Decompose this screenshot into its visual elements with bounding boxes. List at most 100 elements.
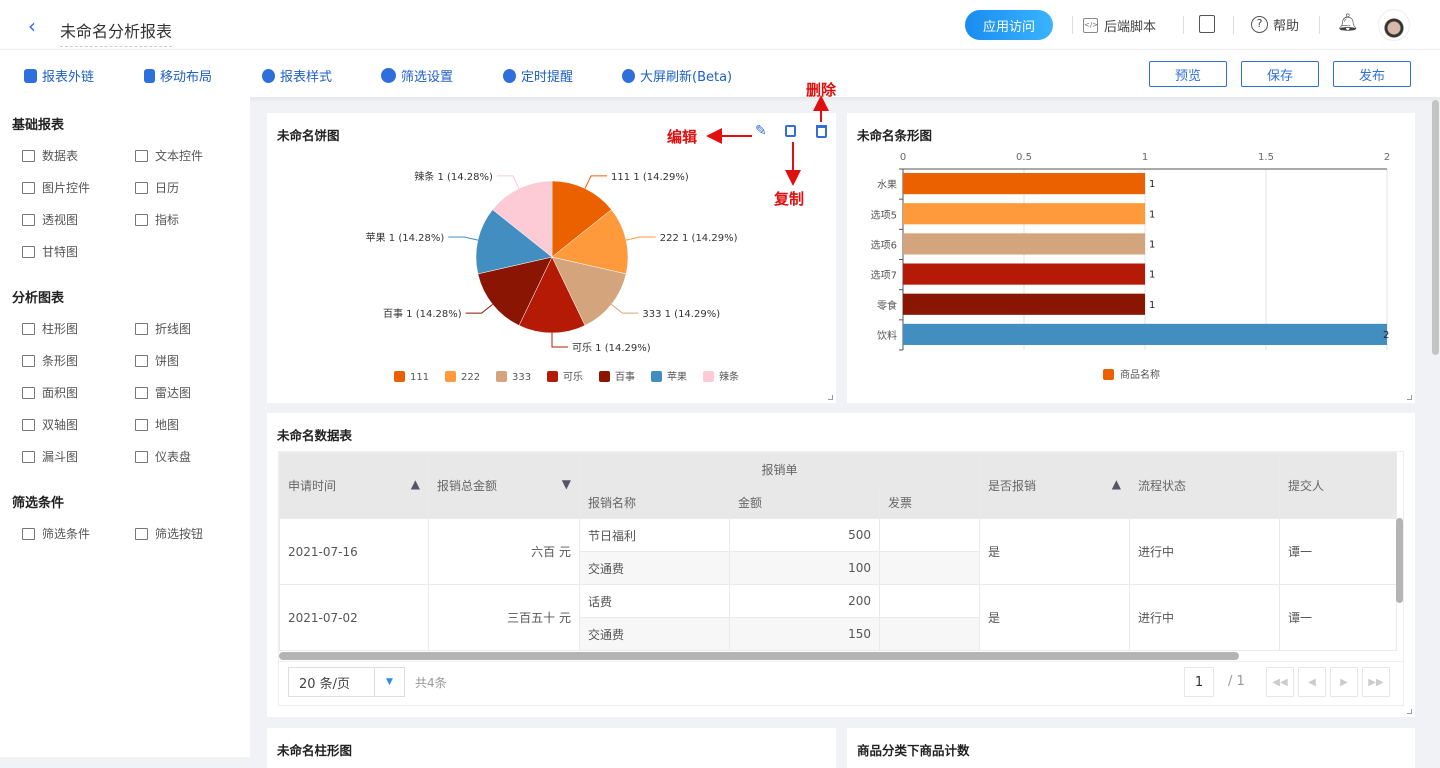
sidebar-item-gantt[interactable]: 甘特图 xyxy=(22,243,78,260)
chevron-down-icon[interactable]: ▼ xyxy=(374,668,404,696)
column-header-reimbursed[interactable]: 是否报销 ▲ xyxy=(979,452,1130,519)
sidebar-item-filter-condition[interactable]: 筛选条件 xyxy=(22,525,90,542)
sidebar-item-radar-chart[interactable]: 雷达图 xyxy=(135,384,191,401)
legend-swatch[interactable] xyxy=(599,371,610,382)
sidebar-item-map[interactable]: 地图 xyxy=(135,416,179,433)
pie-chart-card[interactable]: 未命名饼图 ✎ 111 1 (14.29%) 222 1 (14.29%) 333 … xyxy=(267,113,836,403)
sidebar-item-column-chart[interactable]: 柱形图 xyxy=(22,320,78,337)
save-button[interactable]: 保存 xyxy=(1241,61,1319,87)
screen-refresh-button[interactable]: 大屏刷新(Beta) xyxy=(622,66,732,85)
bar[interactable] xyxy=(903,293,1145,315)
legend-label[interactable]: 333 xyxy=(512,372,531,383)
sidebar-item-bar-chart[interactable]: 条形图 xyxy=(22,352,78,369)
bar[interactable] xyxy=(903,203,1145,225)
column-header-total[interactable]: 报销总金额 ▼ xyxy=(428,452,580,519)
legend-label[interactable]: 百事 xyxy=(615,370,635,383)
backend-script-button[interactable]: </> 后端脚本 xyxy=(1083,16,1156,35)
horizontal-scrollbar[interactable] xyxy=(279,652,1239,660)
avatar[interactable] xyxy=(1378,9,1410,41)
pie-slice[interactable] xyxy=(492,180,553,258)
column-header-submitter[interactable]: 提交人 xyxy=(1279,452,1397,519)
legend-swatch[interactable] xyxy=(1103,369,1114,380)
table-row[interactable]: 2021-07-16 六百 元节日福利 500 是进行中 谭一 xyxy=(279,518,1397,585)
sidebar-item-table[interactable]: 数据表 xyxy=(22,147,78,164)
sidebar-item-line-chart[interactable]: 折线图 xyxy=(135,320,191,337)
column-header-invoice[interactable]: 发票 xyxy=(879,485,980,519)
column-chart-card[interactable]: 未命名柱形图 xyxy=(267,728,836,768)
legend-swatch[interactable] xyxy=(394,371,405,382)
bar[interactable] xyxy=(903,263,1145,285)
category-count-card[interactable]: 商品分类下商品计数 xyxy=(847,728,1415,768)
bar[interactable] xyxy=(903,323,1387,345)
report-title[interactable]: 未命名分析报表 xyxy=(60,18,173,47)
divider xyxy=(1319,16,1320,34)
bell-icon[interactable]: 🔔︎ xyxy=(1337,13,1359,33)
legend-swatch[interactable] xyxy=(651,371,662,382)
table-row[interactable]: 交通费 100 xyxy=(280,551,1397,585)
legend-swatch[interactable] xyxy=(703,371,714,382)
sort-asc-icon[interactable]: ▲ xyxy=(410,477,420,491)
sort-desc-icon[interactable]: ▼ xyxy=(561,477,571,491)
pie-data-label: 111 1 (14.29%) xyxy=(611,172,689,183)
resize-handle[interactable] xyxy=(1407,709,1412,714)
column-header-date[interactable]: 申请时间 ▲ xyxy=(279,452,429,519)
trash-icon[interactable] xyxy=(816,125,827,138)
legend-label[interactable]: 222 xyxy=(461,372,480,383)
legend-swatch[interactable] xyxy=(547,371,558,382)
data-table-card[interactable]: 未命名数据表 申请时间 ▲ 报销总金额 ▼ 报销单 是否报销 ▲ 流程状态 提交人 报… xyxy=(267,413,1415,717)
bar-chart-card[interactable]: 未命名条形图 0 0.5 1 1.5 2 水果 1 选项5 1 选项6 1 选项7 1 零食 1 饮料 2 商品名… xyxy=(847,113,1415,403)
sidebar-item-pie-chart[interactable]: 饼图 xyxy=(135,352,179,369)
page-size-select[interactable]: 20 条/页 ▼ xyxy=(288,667,405,697)
column-header-status[interactable]: 流程状态 xyxy=(1129,452,1280,519)
sidebar-item-dual-axis[interactable]: 双轴图 xyxy=(22,416,78,433)
table-row[interactable]: 2021-07-02 三百五十 元话费 200 是进行中 谭一 xyxy=(279,584,1397,651)
last-page-button[interactable]: ▶▶ xyxy=(1362,667,1390,697)
next-page-button[interactable]: ▶ xyxy=(1330,667,1358,697)
bar[interactable] xyxy=(903,233,1145,255)
app-access-button[interactable]: 应用访问 xyxy=(965,10,1053,40)
resize-handle[interactable] xyxy=(1407,395,1412,400)
page-total: / 1 xyxy=(1228,674,1245,689)
legend-label[interactable]: 辣条 xyxy=(719,370,739,383)
sidebar-section-title: 筛选条件 xyxy=(12,496,65,511)
preview-button[interactable]: 预览 xyxy=(1149,61,1227,87)
legend-swatch[interactable] xyxy=(496,371,507,382)
legend-label[interactable]: 可乐 xyxy=(563,371,583,383)
edit-icon[interactable]: ✎ xyxy=(755,123,767,139)
sidebar-item-pivot[interactable]: 透视图 xyxy=(22,211,78,228)
legend-swatch[interactable] xyxy=(445,371,456,382)
table-row[interactable]: 交通费 150 xyxy=(280,617,1397,651)
mobile-layout-button[interactable]: 移动布局 xyxy=(144,66,212,85)
sidebar-item-gauge[interactable]: 仪表盘 xyxy=(135,448,191,465)
contacts-icon[interactable] xyxy=(1199,15,1215,33)
report-link-button[interactable]: 报表外链 xyxy=(24,66,94,85)
column-header-amount[interactable]: 金额 xyxy=(729,485,880,519)
pie-slice[interactable] xyxy=(551,180,612,258)
report-style-button[interactable]: 报表样式 xyxy=(262,66,332,85)
column-header-item-name[interactable]: 报销名称 xyxy=(579,485,730,519)
sidebar-item-funnel[interactable]: 漏斗图 xyxy=(22,448,78,465)
bar[interactable] xyxy=(903,173,1145,195)
sidebar-item-area-chart[interactable]: 面积图 xyxy=(22,384,78,401)
help-button[interactable]: ? 帮助 xyxy=(1251,15,1299,34)
sidebar-item-filter-button[interactable]: 筛选按钮 xyxy=(135,525,203,542)
publish-button[interactable]: 发布 xyxy=(1333,61,1411,87)
sidebar-item-image[interactable]: 图片控件 xyxy=(22,179,90,196)
legend-label[interactable]: 商品名称 xyxy=(1120,368,1160,381)
sidebar-item-text[interactable]: 文本控件 xyxy=(135,147,203,164)
sort-asc-icon[interactable]: ▲ xyxy=(1111,477,1121,491)
page-scrollbar[interactable] xyxy=(1432,100,1439,355)
back-icon[interactable]: ‹ xyxy=(28,14,36,38)
scheduled-reminder-button[interactable]: 定时提醒 xyxy=(503,66,573,85)
prev-page-button[interactable]: ◀ xyxy=(1298,667,1326,697)
filter-settings-button[interactable]: 筛选设置 xyxy=(381,66,453,85)
sidebar-item-calendar[interactable]: 日历 xyxy=(135,179,179,196)
resize-handle[interactable] xyxy=(828,395,833,400)
sidebar-item-metric[interactable]: 指标 xyxy=(135,211,179,228)
vertical-scrollbar[interactable] xyxy=(1396,518,1403,603)
first-page-button[interactable]: ◀◀ xyxy=(1266,667,1294,697)
copy-icon[interactable] xyxy=(785,125,796,137)
legend-label[interactable]: 111 xyxy=(410,372,429,383)
legend-label[interactable]: 苹果 xyxy=(667,370,687,383)
page-input[interactable]: 1 xyxy=(1184,667,1214,697)
